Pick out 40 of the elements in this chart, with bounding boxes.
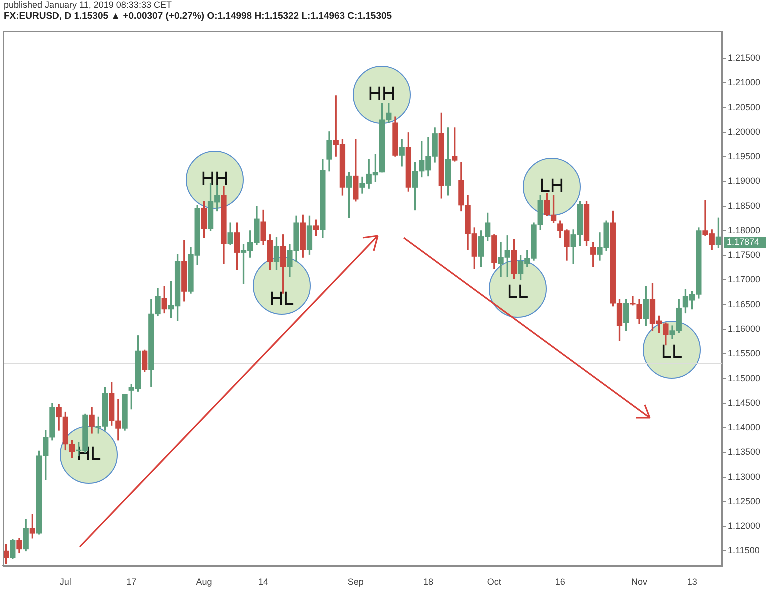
x-tick-label: 14 — [258, 576, 269, 587]
chart-subtitle: FX:EURUSD, D 1.15305 ▲ +0.00307 (+0.27%) O:1.14998 H:1.15322 L:1.14963 C:1.15305 — [4, 11, 392, 23]
x-tick-label: Oct — [487, 576, 502, 587]
annotation: HL — [268, 289, 296, 311]
y-tick-label: 1.19000 — [728, 176, 761, 186]
x-tick-label: Nov — [632, 576, 648, 587]
annotation: LL — [660, 342, 684, 364]
text: 1.17874 — [724, 237, 766, 248]
y-tick-label: 1.14500 — [728, 398, 761, 408]
y-tick-label: 1.21000 — [728, 78, 761, 88]
annotation: LL — [506, 282, 530, 304]
x-tick-label: 16 — [555, 576, 566, 587]
y-tick-label: 1.13500 — [728, 447, 761, 458]
y-tick-label: 1.15000 — [728, 373, 761, 384]
y-tick-label: 1.12500 — [728, 496, 761, 506]
annotation: HH — [367, 84, 397, 106]
y-tick-label: 1.16500 — [728, 299, 761, 310]
annotation: LH — [538, 176, 566, 198]
annotation: HH — [200, 169, 230, 191]
x-tick-label: 13 — [687, 576, 698, 587]
y-tick-label: 1.20500 — [728, 102, 761, 112]
x-tick-label: Sep — [348, 576, 364, 587]
y-tick-label: 1.18500 — [728, 200, 761, 211]
y-tick-label: 1.18000 — [728, 225, 761, 236]
y-tick-label: 1.13000 — [728, 472, 761, 482]
x-tick-label: 17 — [126, 576, 137, 587]
y-tick-label: 1.17000 — [728, 274, 761, 285]
x-tick-label: Aug — [196, 576, 212, 587]
y-tick-label: 1.19500 — [728, 152, 761, 162]
y-tick-label: 1.17500 — [728, 250, 761, 260]
chart-title: published January 11, 2019 08:33:33 CET — [4, 0, 172, 11]
y-tick-label: 1.15500 — [728, 348, 761, 359]
x-tick-label: 18 — [423, 576, 434, 587]
y-tick-label: 1.21500 — [728, 52, 761, 63]
y-tick-label: 1.20000 — [728, 126, 761, 137]
x-tick-label: Jul — [60, 576, 72, 587]
y-tick-label: 1.11500 — [728, 546, 760, 556]
y-tick-label: 1.16000 — [728, 324, 761, 334]
y-tick-label: 1.12000 — [728, 521, 761, 532]
y-tick-label: 1.14000 — [728, 422, 761, 433]
